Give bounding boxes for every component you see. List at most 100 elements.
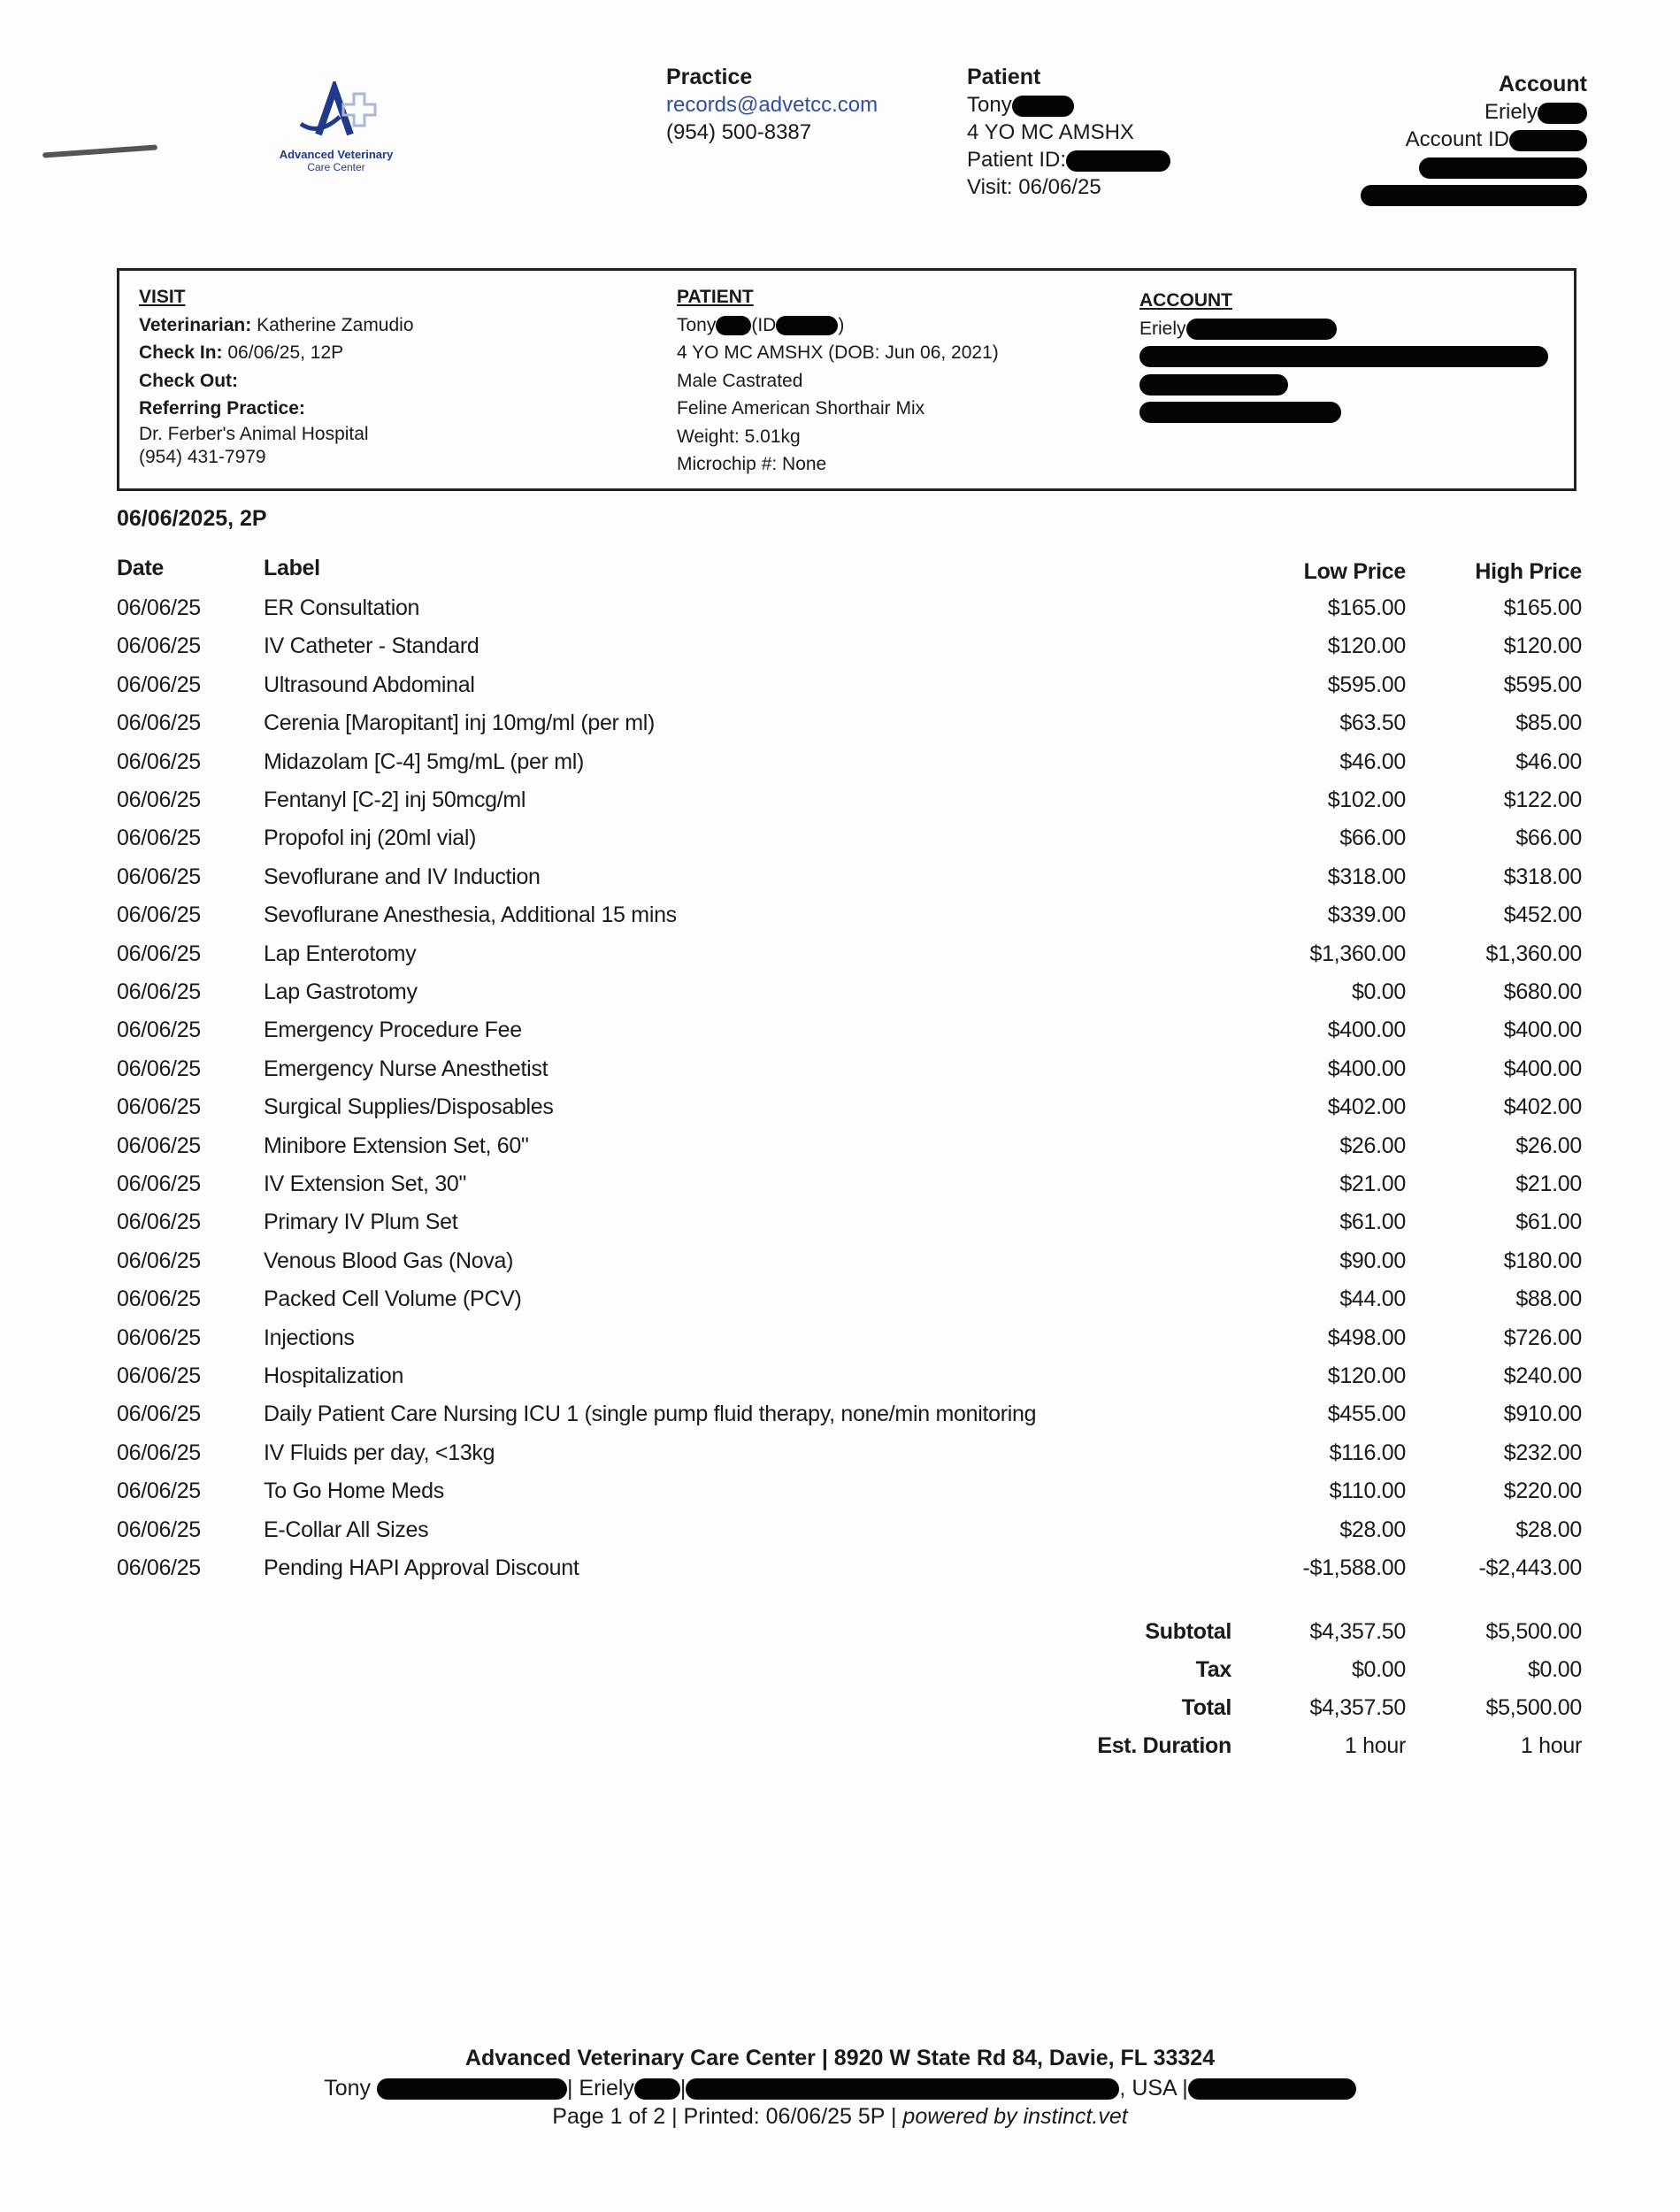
totals-low: 1 hour — [1344, 1733, 1406, 1758]
item-label: IV Fluids per day, <13kg — [264, 1440, 495, 1465]
item-low-price: $44.00 — [1339, 1286, 1406, 1312]
patient-title: Patient — [967, 65, 1041, 89]
totals-label: Est. Duration — [1097, 1733, 1231, 1758]
vet-label: Veterinarian: — [139, 314, 252, 335]
item-label: Venous Blood Gas (Nova) — [264, 1248, 514, 1273]
item-label: Daily Patient Care Nursing ICU 1 (single… — [264, 1402, 1037, 1427]
redaction-bar — [1139, 346, 1548, 368]
item-low-price: $102.00 — [1327, 787, 1407, 812]
item-date: 06/06/25 — [117, 1094, 201, 1120]
item-date: 06/06/25 — [117, 749, 201, 774]
item-date: 06/06/25 — [117, 1248, 201, 1273]
item-label: IV Extension Set, 30" — [264, 1171, 467, 1196]
redaction-bar — [1139, 402, 1341, 424]
patient-weight: Weight: 5.01kg — [677, 426, 801, 447]
table-row: 06/06/25 Injections $498.00 $726.00 — [0, 1325, 1680, 1363]
table-row: 06/06/25 To Go Home Meds $110.00 $220.00 — [0, 1479, 1680, 1517]
footer-client-name: Tony — [324, 2076, 372, 2101]
item-date: 06/06/25 — [117, 1056, 201, 1081]
totals-row: Subtotal $4,357.50 $5,500.00 — [0, 1619, 1680, 1657]
item-label: Hospitalization — [264, 1363, 404, 1388]
item-low-price: -$1,588.00 — [1302, 1555, 1406, 1580]
footer-page-info: Page 1 of 2 | Printed: 06/06/25 5P | pow… — [0, 2104, 1680, 2130]
table-row: 06/06/25 Sevoflurane and IV Induction $318… — [0, 864, 1680, 902]
redaction-bar — [633, 2078, 680, 2101]
practice-phone: (954) 500-8387 — [666, 120, 812, 144]
item-low-price: $455.00 — [1327, 1402, 1407, 1427]
totals-row: Total $4,357.50 $5,500.00 — [0, 1695, 1680, 1733]
patient-id-label: Patient ID: — [967, 148, 1067, 172]
item-high-price: $240.00 — [1503, 1363, 1583, 1388]
vet-name: Katherine Zamudio — [257, 314, 414, 335]
patient-microchip: Microchip #: None — [677, 454, 827, 474]
item-date: 06/06/25 — [117, 979, 201, 1004]
item-low-price: $498.00 — [1327, 1325, 1407, 1350]
patient-name: Tony — [967, 93, 1012, 117]
item-date: 06/06/25 — [117, 672, 201, 697]
item-date: 06/06/25 — [117, 1325, 201, 1350]
footer-address: Advanced Veterinary Care Center | 8920 W… — [464, 2046, 1216, 2070]
item-low-price: $63.50 — [1339, 710, 1406, 736]
header-practice: Practice records@advetcc.com (954) 500-8… — [666, 64, 878, 146]
item-high-price: $180.00 — [1503, 1248, 1583, 1273]
item-label: Propofol inj (20ml vial) — [264, 826, 477, 851]
patient-sex: Male Castrated — [677, 370, 803, 391]
table-row: 06/06/25 ER Consultation $165.00 $165.00 — [0, 595, 1680, 634]
redaction-bar — [1011, 95, 1074, 117]
scan-mark — [42, 144, 158, 158]
item-high-price: $120.00 — [1503, 634, 1583, 659]
table-row: 06/06/25 Daily Patient Care Nursing ICU 1… — [0, 1402, 1680, 1440]
item-label: Minibore Extension Set, 60" — [264, 1133, 529, 1158]
item-high-price: $165.00 — [1503, 595, 1583, 620]
item-label: IV Catheter - Standard — [264, 634, 479, 659]
totals-label: Tax — [1195, 1657, 1232, 1682]
item-high-price: $28.00 — [1515, 1517, 1582, 1542]
totals-high: 1 hour — [1520, 1733, 1582, 1758]
item-label: Sevoflurane and IV Induction — [264, 864, 541, 889]
item-date: 06/06/25 — [117, 1555, 201, 1580]
account-id-label: Account ID — [1405, 127, 1509, 151]
item-label: Injections — [264, 1325, 355, 1350]
item-label: Fentanyl [C-2] inj 50mcg/ml — [264, 787, 526, 812]
item-low-price: $28.00 — [1339, 1517, 1406, 1542]
visit-info-box: VISIT Veterinarian: Katherine Zamudio Ch… — [117, 268, 1576, 491]
item-low-price: $116.00 — [1329, 1440, 1407, 1465]
redaction-bar — [716, 315, 752, 335]
practice-email[interactable]: records@advetcc.com — [666, 93, 878, 117]
item-date: 06/06/25 — [117, 710, 201, 736]
account-section: ACCOUNT Eriely — [1139, 287, 1548, 426]
item-low-price: $339.00 — [1327, 902, 1407, 928]
col-high-price: High Price — [1475, 559, 1582, 584]
totals-low: $0.00 — [1351, 1657, 1406, 1682]
item-low-price: $90.00 — [1339, 1248, 1406, 1273]
item-high-price: $46.00 — [1515, 749, 1582, 774]
item-high-price: $910.00 — [1503, 1402, 1583, 1427]
visit-section: VISIT Veterinarian: Katherine Zamudio Ch… — [139, 283, 414, 469]
item-high-price: $220.00 — [1503, 1479, 1583, 1504]
item-low-price: $21.00 — [1339, 1171, 1406, 1196]
referring-label: Referring Practice: — [139, 398, 305, 419]
table-row: 06/06/25 Hospitalization $120.00 $240.00 — [0, 1363, 1680, 1402]
table-row: 06/06/25 Propofol inj (20ml vial) $66.00 $6… — [0, 826, 1680, 864]
table-row: 06/06/25 Emergency Nurse Anesthetist $400.… — [0, 1056, 1680, 1094]
header-patient: Patient Tony 4 YO MC AMSHX Patient ID: V… — [967, 64, 1171, 201]
table-row: 06/06/25 IV Catheter - Standard $120.00 $12… — [0, 634, 1680, 672]
col-date: Date — [117, 556, 164, 580]
footer-separator: | — [679, 2076, 687, 2101]
logo-text-line1: Advanced Veterinary — [279, 148, 394, 161]
page-number-printed: Page 1 of 2 | Printed: 06/06/25 5P | — [552, 2104, 903, 2129]
item-low-price: $318.00 — [1327, 864, 1407, 889]
item-date: 06/06/25 — [117, 1133, 201, 1158]
item-high-price: $66.00 — [1515, 826, 1582, 851]
item-high-price: $61.00 — [1515, 1210, 1582, 1235]
referring-phone: (954) 431-7979 — [139, 446, 266, 467]
item-low-price: $402.00 — [1327, 1094, 1407, 1120]
footer-client-account: | Eriely — [566, 2076, 634, 2101]
redaction-bar — [1066, 150, 1171, 172]
header-account: Account Eriely Account ID — [1361, 71, 1587, 208]
table-row: 06/06/25 Sevoflurane Anesthesia, Addition… — [0, 902, 1680, 941]
totals-label: Subtotal — [1145, 1619, 1231, 1644]
item-high-price: $400.00 — [1503, 1018, 1583, 1043]
item-label: Ultrasound Abdominal — [264, 672, 475, 697]
item-low-price: $66.00 — [1339, 826, 1406, 851]
